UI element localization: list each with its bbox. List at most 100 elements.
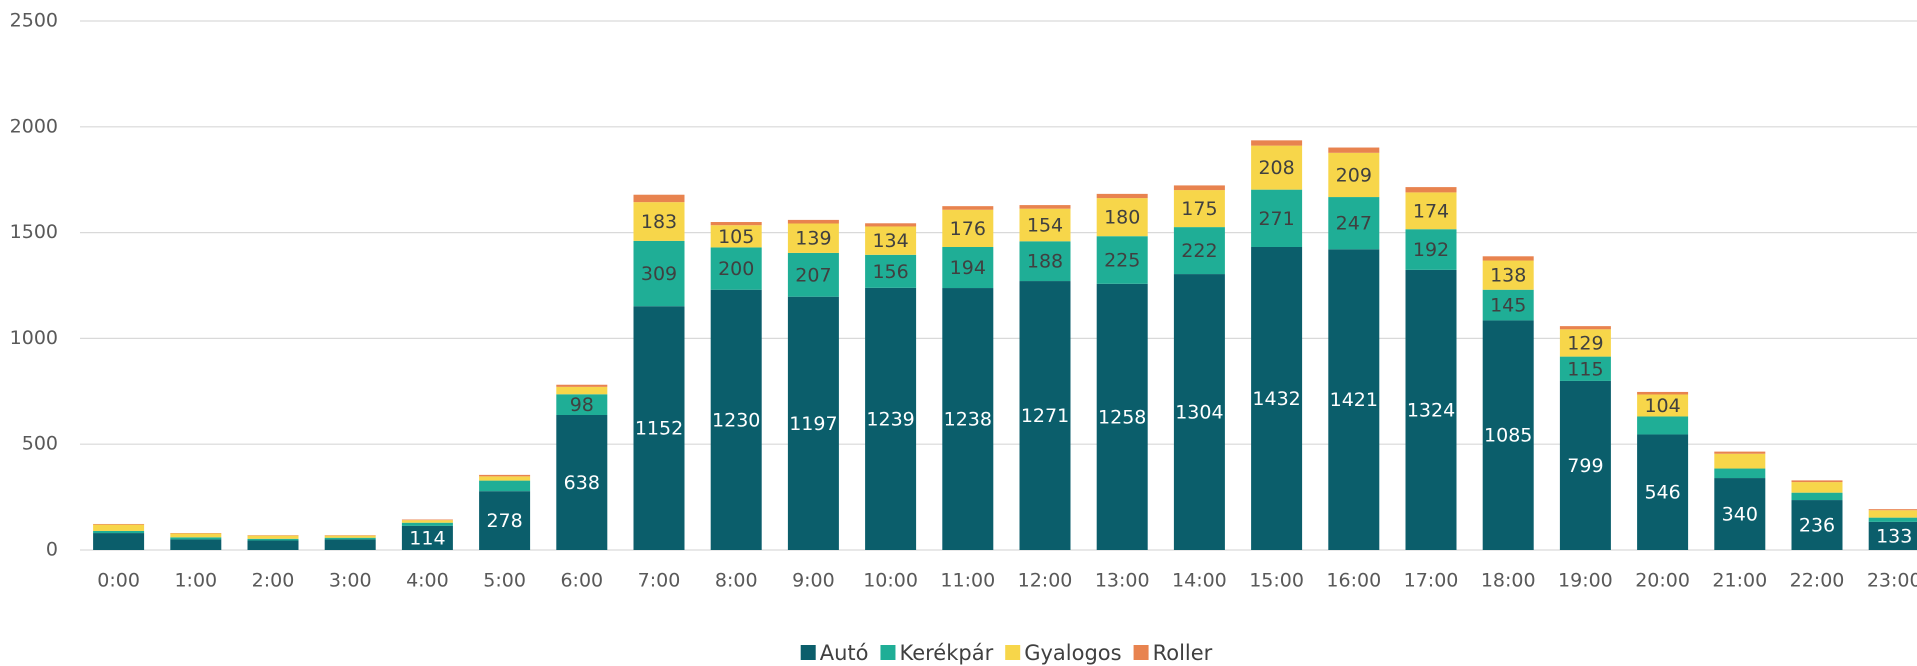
data-label: 188: [1027, 251, 1063, 273]
data-label: 114: [409, 527, 445, 549]
data-label: 1304: [1175, 402, 1223, 424]
data-label: 134: [872, 230, 908, 252]
bar-segment: [633, 306, 685, 550]
data-label: 278: [486, 510, 522, 532]
data-label: 180: [1104, 207, 1140, 229]
bar-segment: [1637, 394, 1689, 417]
x-tick-label: 6:00: [560, 570, 603, 592]
legend-swatch: [800, 645, 816, 660]
bar-segment: [1482, 289, 1534, 321]
x-tick-label: 3:00: [329, 570, 372, 592]
bar-segment: [1482, 320, 1534, 550]
bar-segment: [93, 533, 145, 550]
bar-segment: [479, 480, 531, 492]
bar-segment: [93, 530, 145, 534]
bar-segment: [633, 194, 685, 203]
data-label: 222: [1181, 240, 1217, 262]
x-tick-label: 15:00: [1249, 570, 1304, 592]
bar-segment: [865, 254, 917, 288]
data-label: 638: [564, 472, 600, 494]
x-tick-label: 10:00: [863, 570, 918, 592]
data-label: 176: [950, 218, 986, 240]
bar-segment: [1019, 205, 1071, 209]
bar-segment: [93, 523, 145, 525]
data-label: 174: [1413, 200, 1449, 222]
data-label: 156: [872, 261, 908, 283]
bar-segment: [1405, 269, 1457, 550]
bar-segment: [1714, 478, 1766, 550]
bar-segment: [1328, 152, 1380, 198]
x-tick-label: 19:00: [1558, 570, 1613, 592]
bar-segment: [1559, 380, 1611, 550]
x-tick-label: 0:00: [97, 570, 140, 592]
data-label: 145: [1490, 295, 1526, 317]
data-label: 1085: [1484, 425, 1532, 447]
bar-segment: [1559, 326, 1611, 330]
bar-segment: [1096, 198, 1148, 237]
bar-segment: [1637, 416, 1689, 435]
bar-segment: [1251, 246, 1303, 550]
data-label: 209: [1336, 164, 1372, 186]
bar-segment: [787, 219, 839, 224]
bar-segment: [1791, 492, 1843, 501]
data-label: 183: [641, 211, 677, 233]
bar-segment: [401, 519, 453, 521]
bar-segment: [1868, 509, 1917, 511]
x-tick-label: 8:00: [715, 570, 758, 592]
bar-segment: [1328, 249, 1380, 550]
data-label: 309: [641, 263, 677, 285]
bar-segment: [170, 539, 222, 550]
data-label: 247: [1336, 213, 1372, 235]
bar-segment: [1019, 281, 1071, 550]
bar-segment: [401, 520, 453, 523]
data-label: 340: [1722, 504, 1758, 526]
bar-segment: [1019, 241, 1071, 282]
y-tick-label: 2000: [10, 115, 58, 137]
bar-segment: [942, 288, 994, 550]
x-tick-label: 16:00: [1326, 570, 1381, 592]
bar-segment: [1714, 468, 1766, 479]
x-tick-label: 21:00: [1712, 570, 1767, 592]
bar-segment: [1868, 510, 1917, 518]
bar-segment: [865, 287, 917, 550]
bar-segment: [1559, 329, 1611, 357]
data-label: 1258: [1098, 406, 1146, 428]
data-label: 1230: [712, 409, 760, 431]
x-tick-label: 12:00: [1018, 570, 1073, 592]
x-tick-label: 1:00: [174, 570, 217, 592]
bar-segment: [633, 240, 685, 307]
bar-segment: [942, 246, 994, 289]
data-label: 1239: [866, 408, 914, 430]
y-tick-label: 0: [46, 539, 58, 561]
bar-segment: [1096, 283, 1148, 550]
bar-segment: [324, 539, 376, 550]
bar-segment: [710, 225, 762, 248]
data-label: 546: [1644, 482, 1680, 504]
legend-swatch: [1133, 645, 1149, 660]
bar-segment: [247, 538, 299, 541]
y-tick-label: 500: [22, 433, 58, 455]
x-tick-label: 23:00: [1867, 570, 1917, 592]
bar-segment: [247, 535, 299, 539]
data-label: 129: [1567, 332, 1603, 354]
legend-label: Gyalogos: [1024, 641, 1121, 665]
legend-label: Autó: [820, 641, 869, 665]
bar-segment: [247, 540, 299, 550]
y-tick-label: 1500: [10, 221, 58, 243]
data-label: 192: [1413, 239, 1449, 261]
bar-segment: [942, 206, 994, 210]
bar-segment: [787, 223, 839, 253]
x-tick-label: 4:00: [406, 570, 449, 592]
bar-segment: [556, 394, 608, 415]
bar-segment: [1328, 197, 1380, 250]
data-label: 115: [1567, 358, 1603, 380]
bar-segment: [170, 537, 222, 540]
legend-label: Kerékpár: [899, 641, 993, 665]
x-tick-label: 18:00: [1481, 570, 1536, 592]
x-tick-label: 11:00: [940, 570, 995, 592]
data-label: 1324: [1407, 399, 1455, 421]
data-label: 236: [1799, 515, 1835, 537]
data-label: 225: [1104, 250, 1140, 272]
bar-segment: [1482, 256, 1534, 261]
bar-segment: [1096, 236, 1148, 284]
